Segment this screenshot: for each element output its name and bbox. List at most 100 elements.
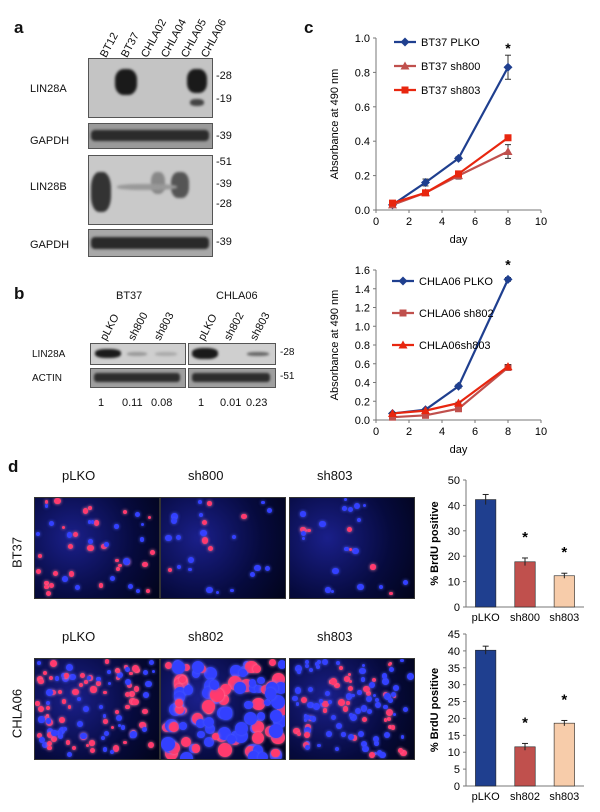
bar	[553, 575, 575, 608]
cell-nucleus	[240, 513, 247, 520]
cell-nucleus	[301, 696, 308, 704]
cell-nucleus	[317, 743, 322, 748]
cell-nucleus	[373, 751, 378, 756]
cell-nucleus	[46, 741, 53, 747]
cell-nucleus	[143, 670, 148, 675]
cell-nucleus	[313, 702, 321, 710]
cell-nucleus	[321, 659, 328, 666]
lane-label: BT12	[98, 30, 121, 60]
data-point	[503, 62, 513, 72]
cell-nucleus	[188, 557, 195, 563]
x-tick-label: pLKO	[472, 791, 501, 803]
legend-marker	[400, 37, 410, 47]
cell-nucleus	[295, 702, 300, 707]
cell-nucleus	[174, 691, 186, 703]
cell-nucleus	[53, 570, 59, 576]
x-tick-label: 0	[373, 216, 379, 228]
cell-nucleus	[403, 580, 409, 585]
image-label: sh803	[317, 468, 353, 483]
cell-nucleus	[165, 662, 173, 670]
blot-gapdh-a2	[88, 229, 213, 257]
cell-nucleus	[263, 698, 272, 707]
cell-nucleus	[141, 561, 148, 568]
cell-nucleus	[319, 698, 323, 703]
cell-nucleus	[45, 701, 51, 706]
cell-nucleus	[362, 663, 366, 667]
y-tick-label: 30	[448, 680, 460, 692]
y-tick-label: 0	[454, 781, 460, 793]
cell-nucleus	[361, 717, 368, 723]
cell-nucleus	[132, 698, 139, 706]
cell-nucleus	[46, 727, 53, 734]
x-tick-label: 2	[406, 216, 412, 228]
cell-nucleus	[35, 701, 40, 706]
cell-nucleus	[147, 741, 154, 748]
cell-nucleus	[35, 531, 40, 536]
lane-label: sh803	[152, 310, 177, 343]
y-axis-label: % BrdU positive	[429, 668, 441, 752]
cell-nucleus	[293, 727, 301, 735]
y-tick-label: 20	[448, 713, 460, 725]
cell-nucleus	[322, 700, 329, 708]
y-axis-label: Absorbance at 490 nm	[329, 290, 341, 401]
cell-nucleus	[347, 506, 354, 513]
cell-nucleus	[256, 711, 266, 721]
blot-b-group-title: BT37	[116, 290, 143, 302]
cell-nucleus	[104, 659, 110, 664]
cell-nucleus	[231, 535, 236, 540]
cell-nucleus	[165, 534, 172, 542]
row-label: BT37	[9, 536, 25, 569]
blot-a-row-label: LIN28A	[30, 83, 67, 95]
cell-nucleus	[316, 665, 320, 670]
blot-actin-b-bt37	[90, 368, 186, 388]
cell-nucleus	[324, 690, 330, 696]
cell-nucleus	[176, 564, 181, 569]
cell-nucleus	[249, 571, 256, 578]
cell-nucleus	[44, 580, 50, 586]
cell-nucleus	[59, 717, 65, 723]
cell-nucleus	[38, 705, 45, 712]
cell-nucleus	[305, 724, 312, 730]
cell-nucleus	[211, 733, 219, 741]
cell-nucleus	[249, 683, 259, 693]
cell-nucleus	[357, 690, 362, 695]
cell-nucleus	[297, 669, 302, 674]
mw-marker: -51	[216, 156, 232, 168]
y-tick-label: 5	[454, 764, 460, 776]
cell-nucleus	[389, 591, 393, 596]
cell-nucleus	[348, 548, 352, 552]
cell-nucleus	[252, 721, 264, 733]
cell-nucleus	[403, 706, 409, 712]
cell-nucleus	[125, 691, 131, 698]
series-line	[391, 66, 509, 206]
lane-label: sh803	[248, 310, 273, 343]
legend-marker	[398, 340, 408, 349]
x-axis-label: day	[450, 234, 468, 246]
cell-nucleus	[382, 678, 390, 685]
blot-gapdh-a1	[88, 123, 213, 149]
y-tick-label: 0.8	[355, 340, 370, 352]
y-tick-label: 0.2	[355, 171, 370, 183]
x-tick-label: sh802	[510, 791, 540, 803]
cell-nucleus	[352, 735, 358, 741]
mw-marker: -28	[280, 347, 295, 358]
legend-label: BT37 PLKO	[421, 37, 480, 49]
panel-b-letter: b	[14, 284, 25, 303]
cell-nucleus	[103, 690, 107, 695]
cell-nucleus	[82, 706, 89, 713]
cell-nucleus	[330, 589, 335, 594]
x-tick-label: 4	[439, 216, 445, 228]
cell-nucleus	[44, 504, 49, 508]
line-chart-bt37: 0.0 0.2 0.4 0.6 0.8 1.0 0 2 4 6 8 10 day Absorbance a…	[329, 33, 547, 246]
y-tick-label: 40	[448, 500, 460, 512]
cell-nucleus	[325, 587, 331, 593]
data-point	[389, 199, 396, 207]
cell-nucleus	[363, 685, 370, 693]
cell-nucleus	[208, 545, 214, 551]
lane-label: sh802	[222, 310, 247, 343]
quant-value: 0.23	[246, 397, 268, 409]
blot-a-row-label: LIN28B	[30, 181, 67, 193]
cell-nucleus	[171, 517, 178, 524]
cell-nucleus	[96, 676, 101, 682]
cell-nucleus	[50, 689, 57, 696]
